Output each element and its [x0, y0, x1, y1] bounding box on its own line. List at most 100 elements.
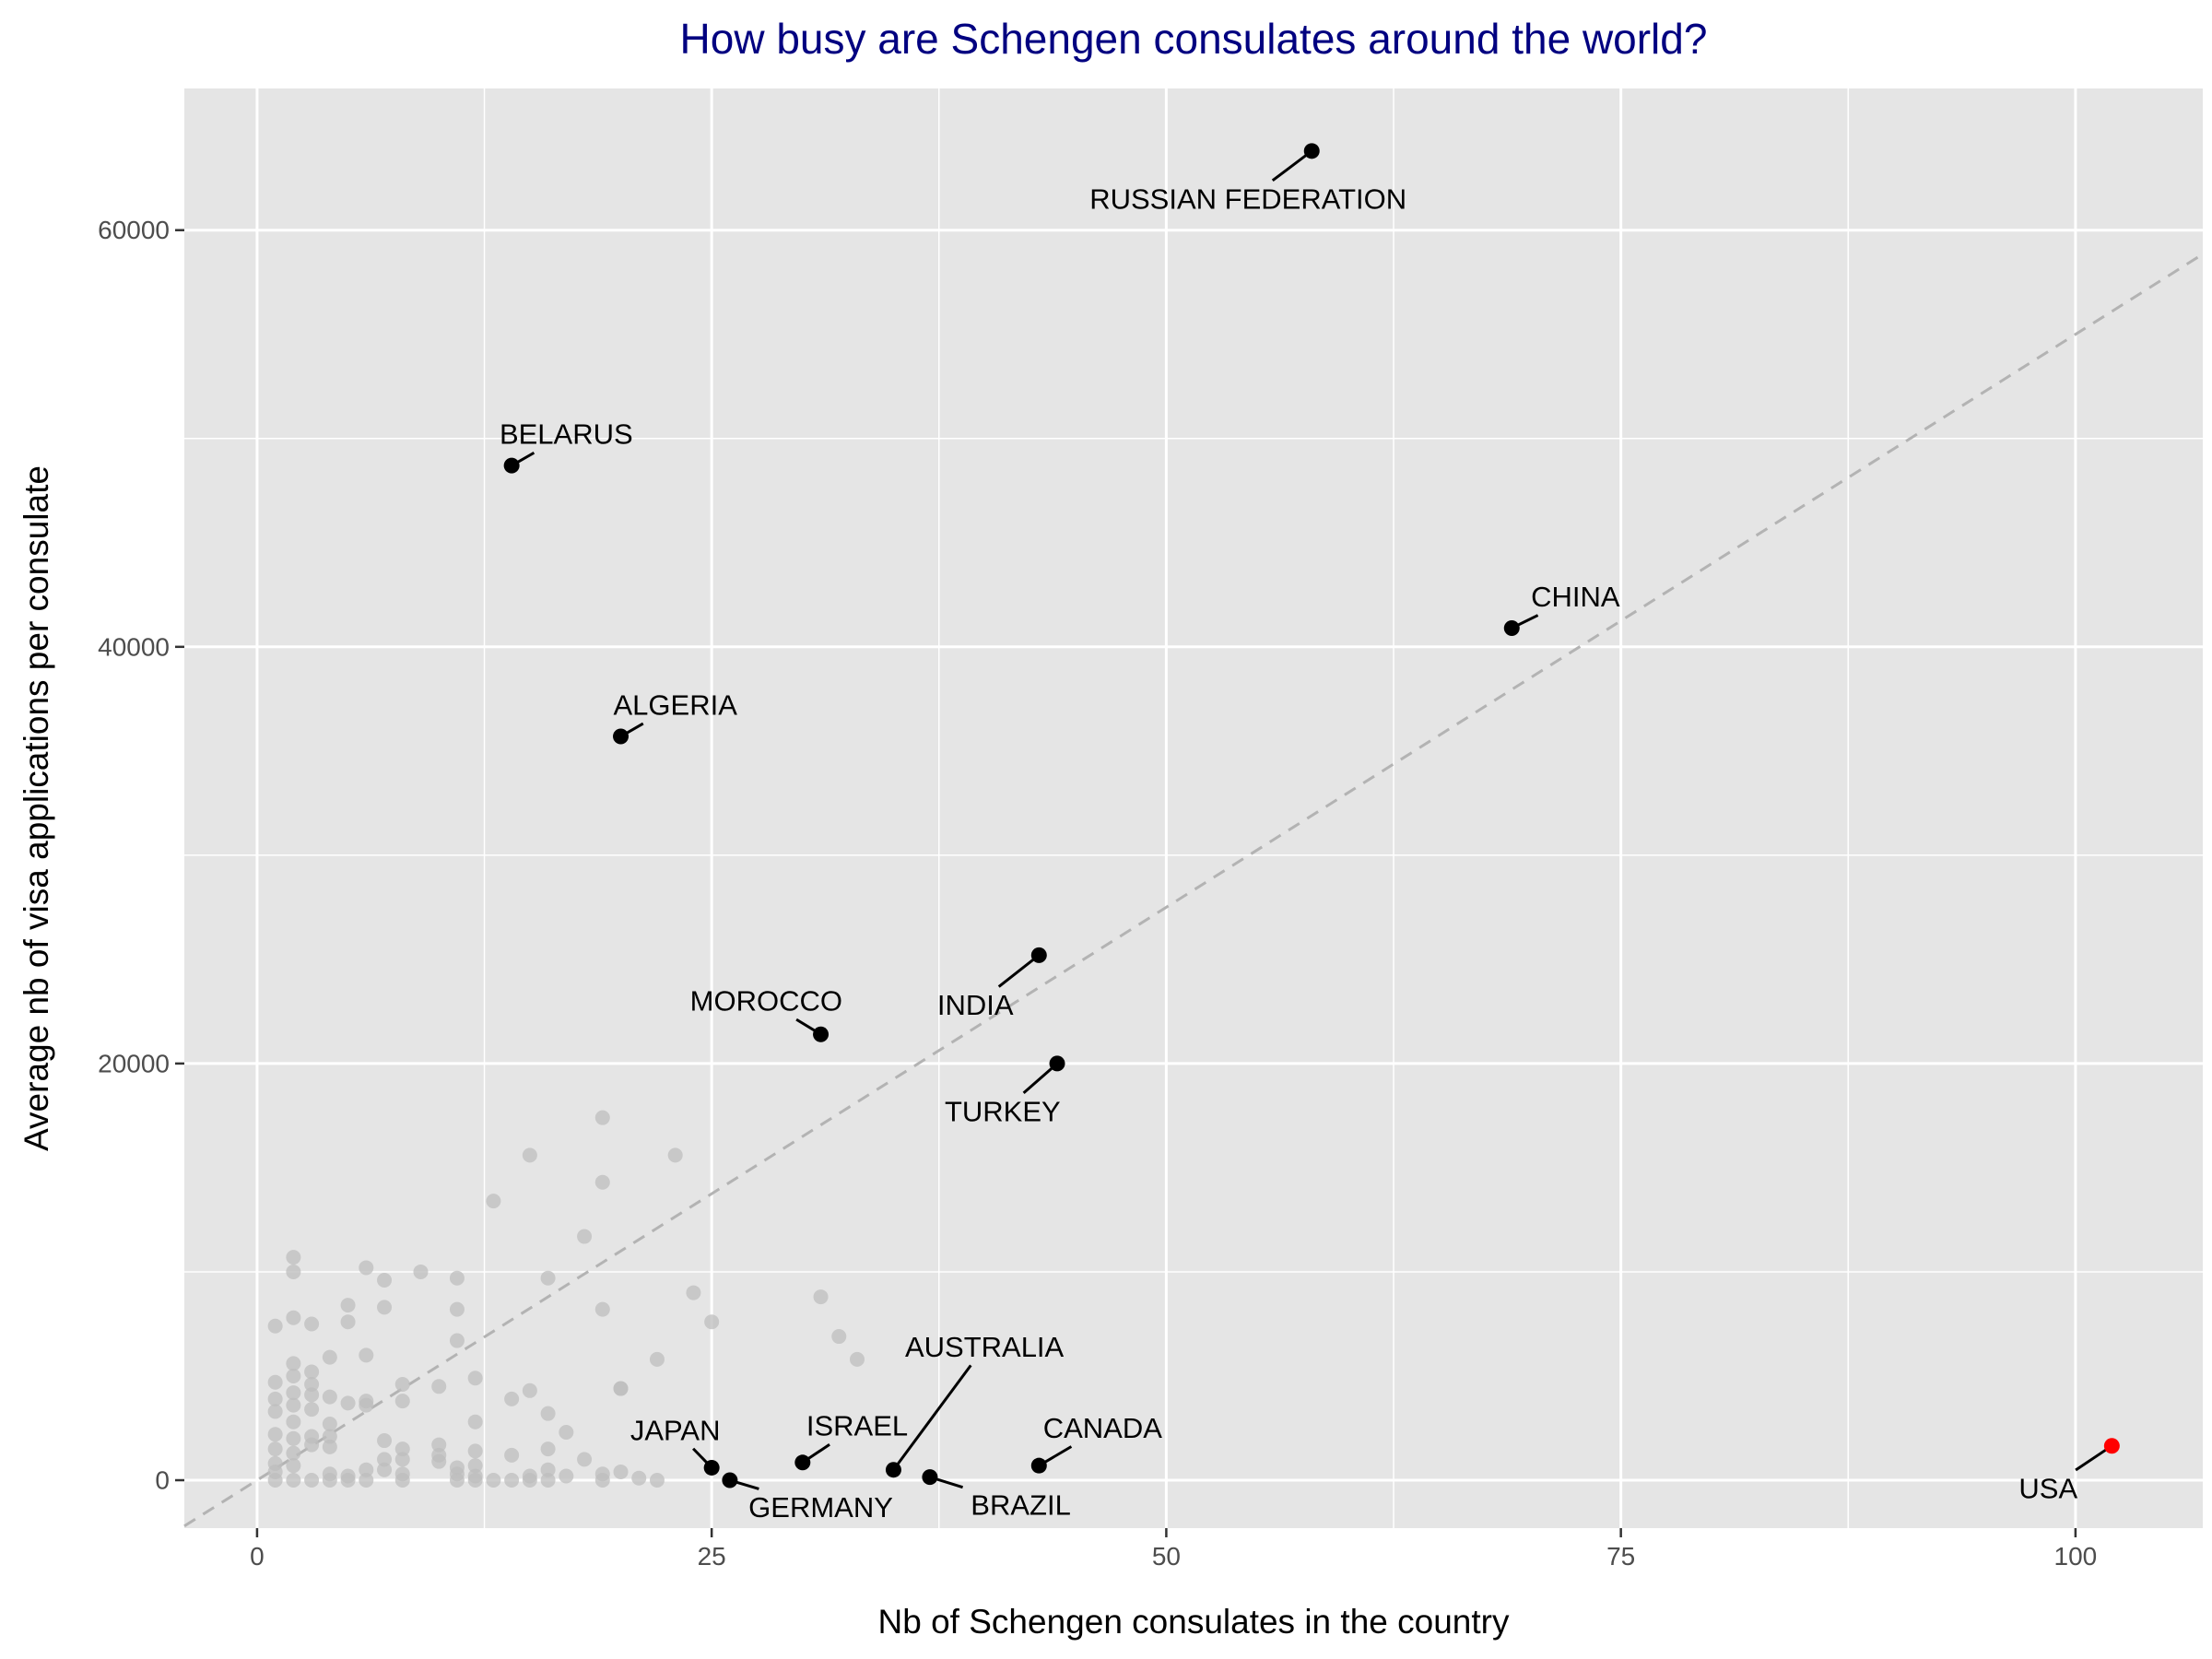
point-label: ALGERIA	[614, 689, 738, 722]
background-point	[413, 1264, 429, 1279]
background-point	[286, 1397, 301, 1413]
data-point	[1049, 1055, 1065, 1072]
background-point	[267, 1404, 283, 1419]
point-label: INDIA	[937, 989, 1014, 1021]
background-point	[322, 1389, 337, 1405]
background-point	[267, 1427, 283, 1442]
data-point	[722, 1472, 738, 1488]
data-point	[503, 457, 520, 474]
background-point	[304, 1377, 320, 1393]
background-point	[486, 1473, 501, 1488]
point-label: BRAZIL	[971, 1489, 1071, 1522]
background-point	[613, 1464, 629, 1479]
background-point	[359, 1397, 374, 1413]
background-point	[486, 1194, 501, 1209]
background-point	[522, 1382, 537, 1398]
background-point	[431, 1453, 447, 1469]
point-label: MOROCCO	[690, 985, 842, 1018]
background-point	[540, 1462, 556, 1477]
background-point	[431, 1437, 447, 1453]
background-point	[449, 1473, 465, 1488]
background-point	[267, 1374, 283, 1390]
y-axis-title: Average nb of visa applications per cons…	[18, 465, 55, 1151]
background-point	[340, 1298, 356, 1313]
background-point	[577, 1229, 593, 1244]
data-point	[1303, 143, 1320, 159]
point-label: RUSSIAN FEDERATION	[1089, 182, 1406, 215]
background-point	[449, 1301, 465, 1317]
background-point	[286, 1264, 301, 1279]
grid-lines	[184, 88, 2203, 1528]
background-point	[394, 1394, 410, 1409]
y-tick-label: 60000	[98, 216, 170, 244]
background-point	[613, 1381, 629, 1396]
background-point	[359, 1347, 374, 1363]
chart-title: How busy are Schengen consulates around …	[680, 15, 1708, 63]
background-point	[540, 1406, 556, 1421]
background-point	[522, 1473, 537, 1488]
background-point	[467, 1371, 483, 1386]
data-point	[885, 1462, 901, 1478]
data-point	[1030, 947, 1047, 963]
background-point	[467, 1473, 483, 1488]
background-point	[631, 1470, 647, 1486]
data-point	[703, 1459, 720, 1476]
background-point	[304, 1402, 320, 1418]
background-point	[577, 1452, 593, 1467]
background-point	[286, 1414, 301, 1430]
background-point	[649, 1351, 665, 1367]
background-point	[522, 1147, 537, 1163]
background-point	[540, 1270, 556, 1286]
x-tick-label: 50	[1152, 1542, 1181, 1571]
data-point	[1030, 1457, 1047, 1474]
background-point	[286, 1250, 301, 1265]
background-point	[286, 1473, 301, 1488]
background-point	[467, 1443, 483, 1459]
background-point	[559, 1468, 574, 1484]
background-point	[286, 1368, 301, 1383]
background-point	[594, 1110, 610, 1125]
background-point	[667, 1147, 683, 1163]
background-point	[704, 1314, 720, 1330]
background-point	[322, 1429, 337, 1444]
highlighted-points	[503, 143, 2120, 1488]
background-point	[594, 1174, 610, 1190]
background-point	[540, 1473, 556, 1488]
x-tick-label: 25	[698, 1542, 726, 1571]
background-point	[322, 1473, 337, 1488]
background-point	[850, 1351, 865, 1367]
point-label: USA	[2018, 1473, 2077, 1505]
data-point	[613, 728, 629, 745]
point-label: AUSTRALIA	[905, 1331, 1065, 1363]
y-axis-ticks: 0 20000 40000 60000	[98, 216, 184, 1495]
background-point	[286, 1445, 301, 1461]
background-point	[286, 1385, 301, 1401]
y-tick-label: 20000	[98, 1049, 170, 1077]
background-point	[449, 1333, 465, 1348]
background-point	[322, 1439, 337, 1454]
background-point	[504, 1447, 520, 1463]
background-point	[377, 1300, 393, 1315]
background-point	[304, 1316, 320, 1332]
background-points	[267, 1110, 865, 1488]
background-point	[394, 1452, 410, 1467]
x-axis-title: Nb of Schengen consulates in the country	[878, 1603, 1510, 1641]
point-label: ISRAEL	[806, 1410, 908, 1442]
background-point	[359, 1260, 374, 1276]
background-point	[267, 1473, 283, 1488]
y-tick-label: 40000	[98, 632, 170, 661]
background-point	[394, 1377, 410, 1393]
background-point	[322, 1416, 337, 1431]
background-point	[359, 1462, 374, 1477]
background-point	[686, 1285, 701, 1300]
point-label: CANADA	[1043, 1412, 1163, 1444]
background-point	[340, 1473, 356, 1488]
background-point	[286, 1430, 301, 1446]
background-point	[286, 1310, 301, 1325]
background-point	[394, 1473, 410, 1488]
x-tick-label: 75	[1606, 1542, 1635, 1571]
point-label: TURKEY	[945, 1095, 1061, 1127]
data-point	[1503, 619, 1520, 636]
background-point	[540, 1441, 556, 1457]
